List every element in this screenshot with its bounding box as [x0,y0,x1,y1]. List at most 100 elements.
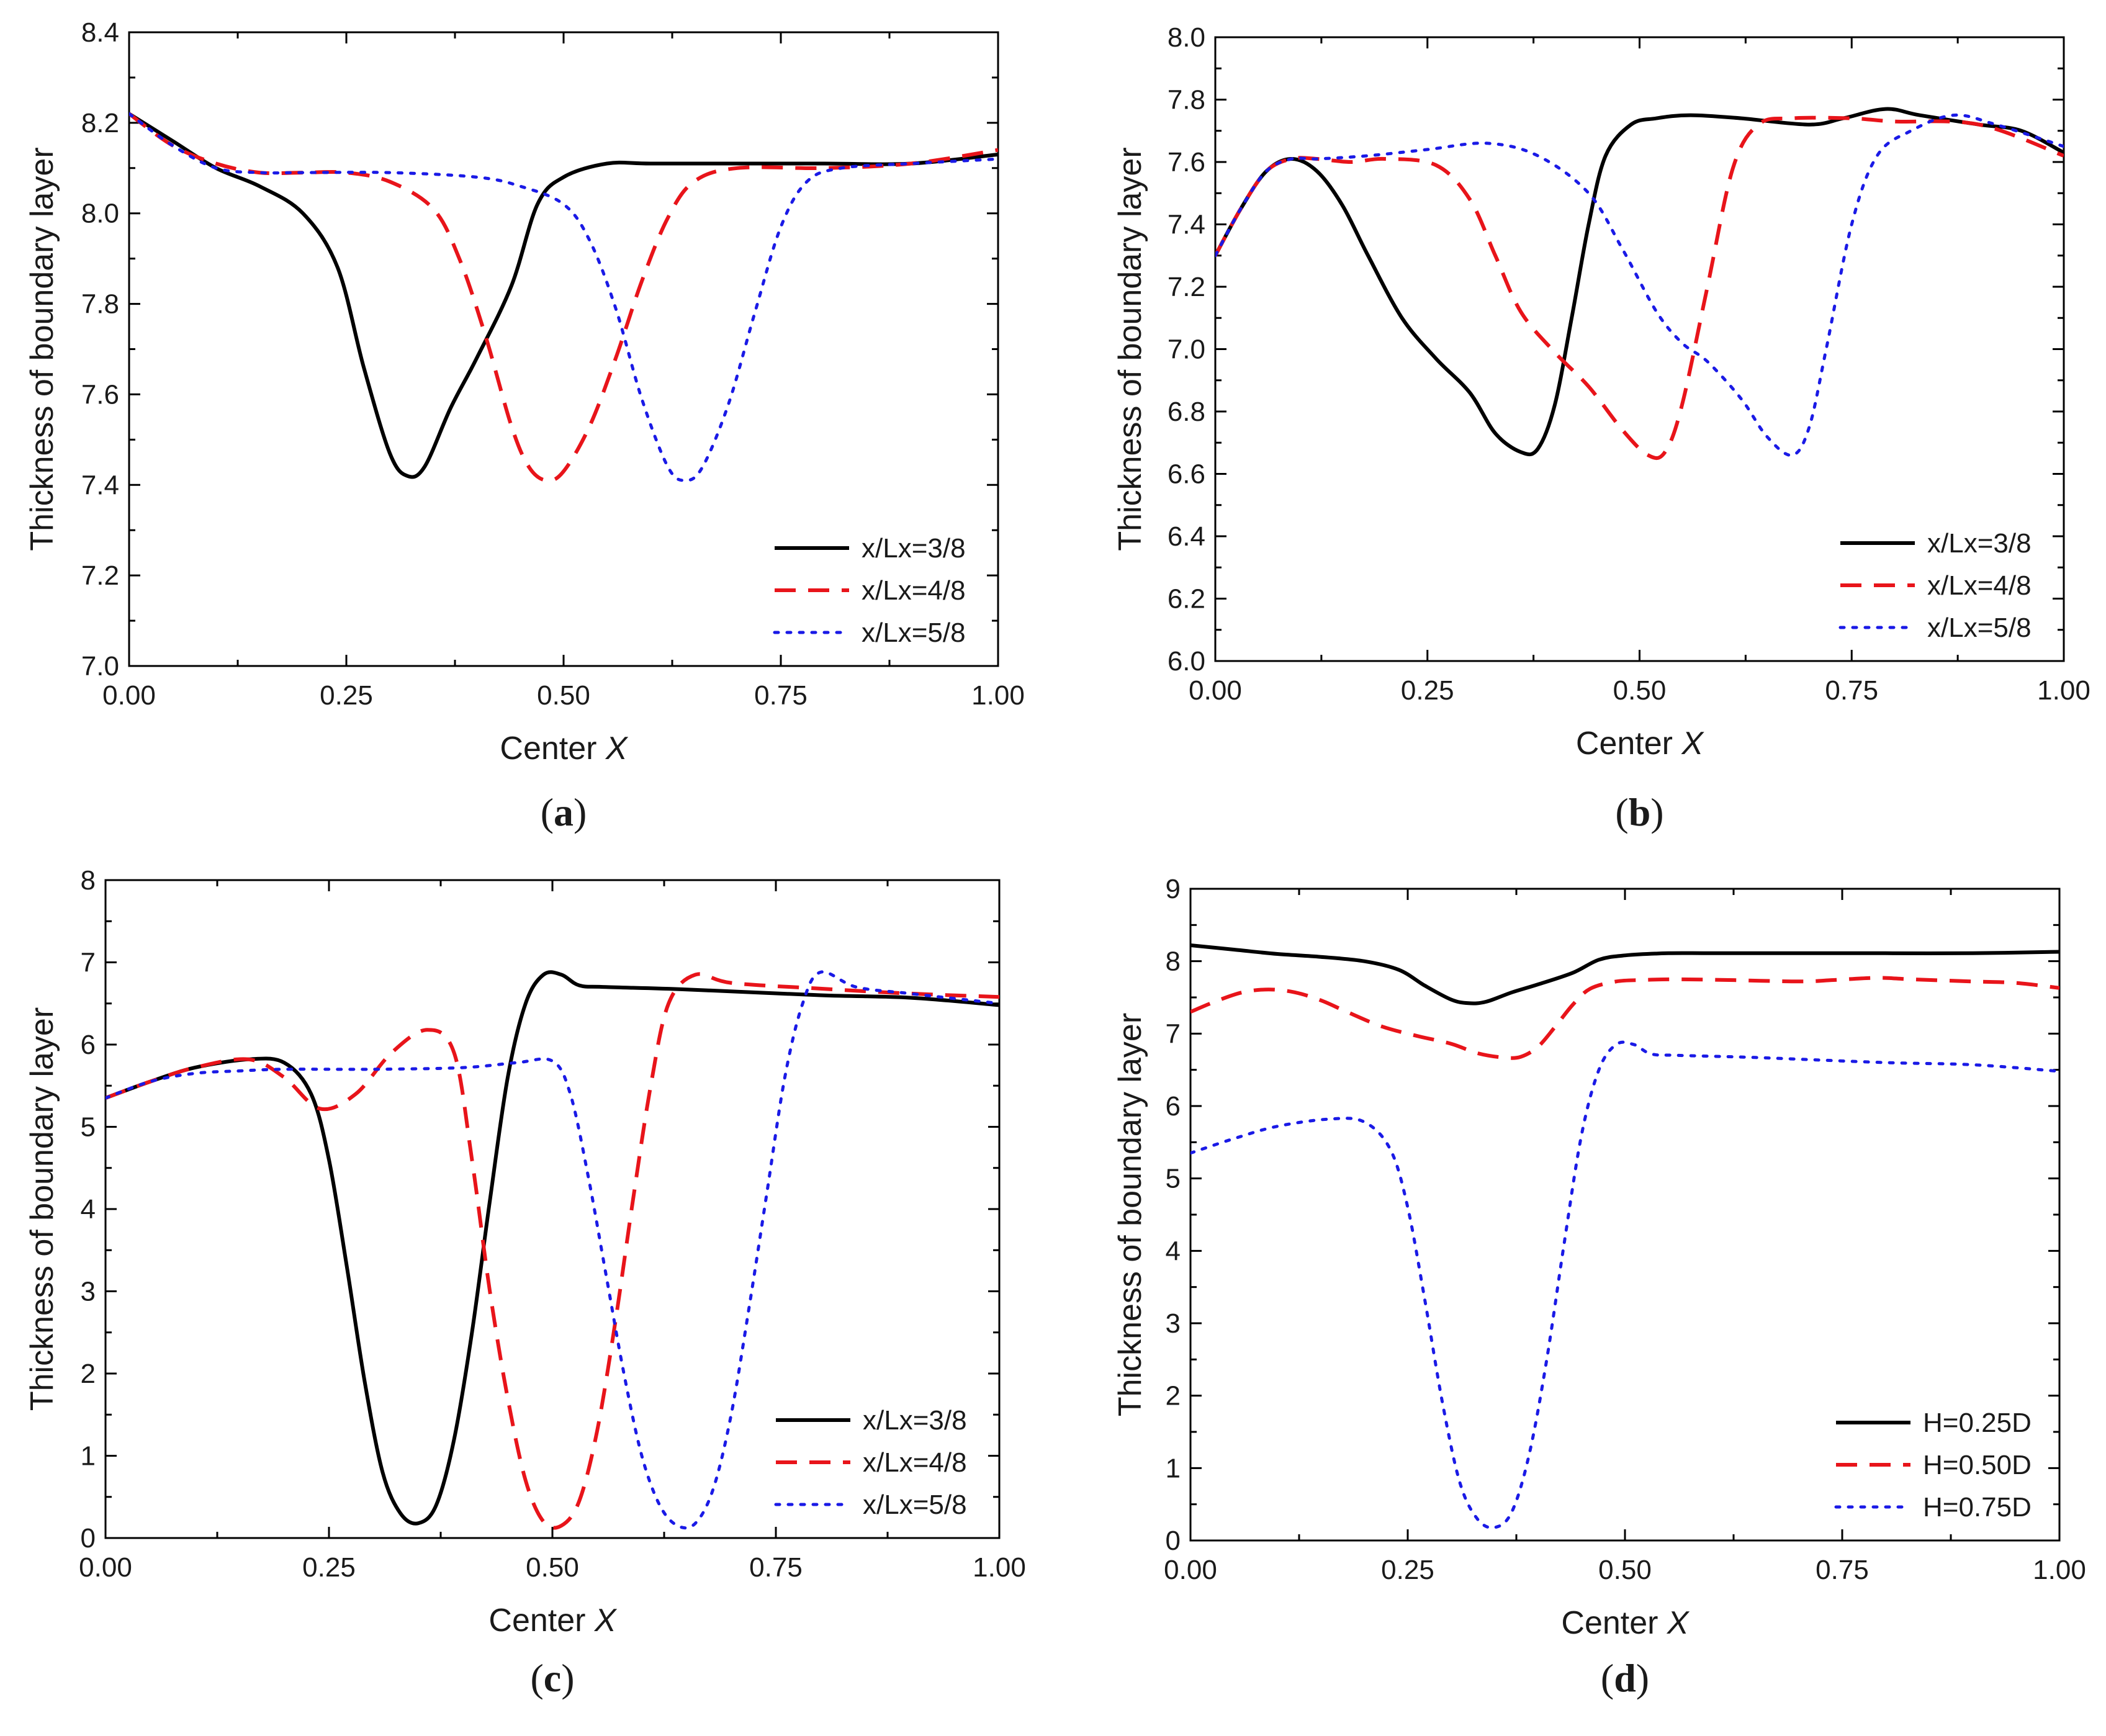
panel-caption-d: (d) [1601,1656,1649,1700]
y-tick-label-d-3: 3 [1166,1308,1181,1339]
y-tick-label-c-8: 8 [81,865,96,896]
y-tick-label-b-4: 6.8 [1168,397,1205,427]
y-tick-label-c-2: 2 [81,1359,96,1389]
x-tick-label-c-2: 0.50 [526,1552,579,1583]
x-tick-label-b-1: 0.25 [1401,675,1454,706]
x-tick-label-d-2: 0.50 [1598,1555,1652,1585]
x-axis-label-a: Center X [500,731,629,767]
y-tick-label-b-3: 6.6 [1168,459,1205,490]
x-axis-label-b: Center X [1576,726,1705,762]
y-tick-label-b-8: 7.6 [1168,147,1205,178]
y-tick-label-c-3: 3 [81,1277,96,1307]
y-tick-label-c-1: 1 [81,1441,96,1472]
x-tick-label-a-0: 0.00 [102,680,156,711]
y-tick-label-b-5: 7.0 [1168,335,1205,365]
x-tick-label-d-4: 1.00 [2033,1555,2086,1585]
x-tick-label-c-4: 1.00 [973,1552,1026,1583]
x-tick-label-a-2: 0.50 [537,680,590,711]
y-tick-label-b-10: 8.0 [1168,22,1205,53]
y-tick-label-b-0: 6.0 [1168,646,1205,677]
legend-label-c-1: x/Lx=4/8 [863,1447,967,1478]
y-tick-label-d-5: 5 [1166,1164,1181,1194]
y-tick-label-d-4: 4 [1166,1236,1181,1266]
legend-label-d-2: H=0.75D [1923,1492,2032,1522]
legend-label-b-0: x/Lx=3/8 [1927,528,2032,559]
series-line-a-2 [129,112,998,482]
y-tick-label-c-0: 0 [81,1523,96,1554]
y-tick-label-c-4: 4 [81,1194,96,1225]
x-tick-label-b-2: 0.50 [1613,675,1667,706]
y-tick-label-a-1: 7.2 [81,560,119,591]
y-tick-label-b-7: 7.4 [1168,210,1205,240]
x-tick-label-a-3: 0.75 [754,680,808,711]
legend-label-c-0: x/Lx=3/8 [863,1405,967,1436]
y-tick-label-d-1: 1 [1166,1453,1181,1483]
x-tick-label-d-1: 0.25 [1381,1555,1434,1585]
chart-panel-b: 0.00 0.25 0.50 0.75 1.00 6.0 6.2 6.4 6.6 6.8 7.0 7.… [1112,22,2090,834]
y-axis-label-a: Thickness of boundary layer [24,147,60,551]
y-tick-label-a-3: 7.6 [81,379,119,410]
x-tick-label-c-1: 0.25 [302,1552,356,1583]
series-group-a [129,112,998,483]
y-tick-label-a-7: 8.4 [81,17,119,48]
series-line-c-2 [106,970,999,1530]
y-tick-label-c-7: 7 [81,948,96,978]
legend-label-b-2: x/Lx=5/8 [1927,613,2032,643]
y-tick-label-a-2: 7.4 [81,470,119,500]
series-group-d [1190,943,2059,1529]
y-tick-label-a-5: 8.0 [81,199,119,229]
legend-label-a-2: x/Lx=5/8 [862,618,966,648]
y-tick-label-d-8: 8 [1166,947,1181,977]
legend-label-a-1: x/Lx=4/8 [862,575,966,606]
panel-caption-a: (a) [541,790,587,834]
y-tick-label-c-5: 5 [81,1112,96,1143]
x-tick-label-b-0: 0.00 [1189,675,1242,706]
y-tick-label-d-7: 7 [1166,1019,1181,1049]
x-tick-label-b-3: 0.75 [1825,675,1878,706]
x-axis-label-d: Center X [1561,1605,1690,1641]
series-group-c [106,970,999,1530]
y-tick-label-a-4: 7.8 [81,289,119,320]
y-tick-label-d-6: 6 [1166,1091,1181,1122]
panel-caption-b: (b) [1615,790,1663,834]
x-tick-label-a-4: 1.00 [971,680,1025,711]
legend-label-b-1: x/Lx=4/8 [1927,570,2032,601]
series-line-d-1 [1190,976,2059,1060]
x-tick-label-d-3: 0.75 [1816,1555,1869,1585]
legend-label-d-0: H=0.25D [1923,1408,2032,1438]
y-tick-label-b-6: 7.2 [1168,272,1205,302]
legend-label-d-1: H=0.50D [1923,1450,2032,1480]
series-line-a-0 [129,112,998,479]
y-tick-label-a-0: 7.0 [81,651,119,681]
series-group-b [1215,107,2064,461]
series-line-b-1 [1215,115,2064,461]
legend-label-a-0: x/Lx=3/8 [862,533,966,564]
y-axis-label-b: Thickness of boundary layer [1112,147,1148,551]
x-tick-label-b-4: 1.00 [2037,675,2090,706]
x-tick-label-c-0: 0.00 [79,1552,132,1583]
x-axis-label-c: Center X [488,1603,618,1639]
series-line-d-0 [1190,943,2059,1005]
y-tick-label-c-6: 6 [81,1030,96,1060]
y-axis-label-c: Thickness of boundary layer [24,1007,60,1411]
panel-caption-c: (c) [530,1656,574,1700]
legend-label-c-2: x/Lx=5/8 [863,1490,967,1520]
y-tick-label-a-6: 8.2 [81,108,119,138]
y-tick-label-b-2: 6.4 [1168,521,1205,552]
x-tick-label-c-3: 0.75 [749,1552,803,1583]
x-tick-label-a-1: 0.25 [320,680,373,711]
series-line-b-0 [1215,107,2064,457]
chart-panel-d: 0.00 0.25 0.50 0.75 1.00 0 1 2 3 4 5 6 7 8 9 Center X Th… [1112,874,2086,1700]
x-tick-label-d-0: 0.00 [1164,1555,1217,1585]
series-line-d-2 [1190,1040,2059,1529]
y-tick-label-b-9: 7.8 [1168,85,1205,115]
y-axis-label-d: Thickness of boundary layer [1112,1013,1148,1416]
series-line-c-0 [106,970,999,1526]
series-line-a-1 [129,112,998,483]
chart-panel-c: 0.00 0.25 0.50 0.75 1.00 0 1 2 3 4 5 6 7 8 Center X Thi… [24,865,1026,1700]
y-tick-label-d-9: 9 [1166,874,1181,904]
series-line-c-1 [106,972,999,1530]
y-tick-label-b-1: 6.2 [1168,584,1205,614]
